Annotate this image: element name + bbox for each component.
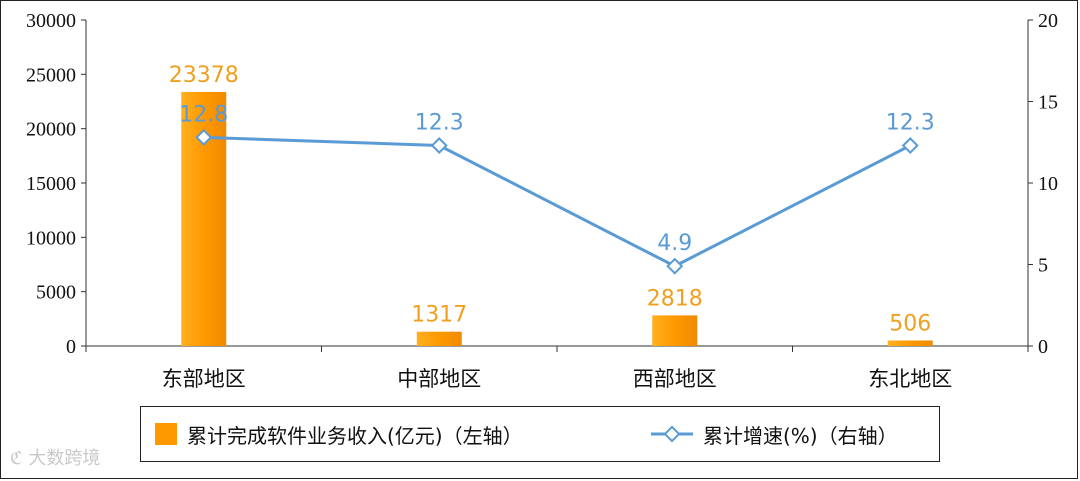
- line-point-marker: [195, 128, 213, 146]
- bar: [416, 331, 462, 346]
- right-axis-tick-label: 0: [1038, 336, 1048, 358]
- watermark-logo: ℭ 大数跨境: [10, 448, 101, 469]
- bar: [887, 340, 933, 346]
- bar-data-label: 506: [889, 312, 931, 337]
- left-axis-tick-label: 0: [66, 336, 76, 358]
- x-axis-category-label: 东北地区: [868, 367, 952, 391]
- right-axis-tick-label: 10: [1038, 173, 1058, 195]
- line-point-marker: [901, 137, 919, 154]
- left-axis-tick-label: 10000: [26, 227, 76, 249]
- legend-bar-label: 累计完成软件业务收入(亿元)（左轴）: [187, 424, 523, 448]
- x-axis-category-label: 中部地区: [397, 367, 481, 391]
- left-axis-tick-label: 25000: [26, 64, 76, 86]
- right-axis-tick-label: 20: [1038, 10, 1058, 32]
- line-data-label: 12.3: [415, 111, 464, 136]
- legend: 累计完成软件业务收入(亿元)（左轴） 累计增速(%)（右轴）: [140, 406, 940, 462]
- legend-line-symbol: [651, 425, 693, 443]
- line-point-marker: [430, 137, 448, 154]
- line-data-label: 12.8: [179, 102, 228, 127]
- right-axis-tick-label: 15: [1038, 92, 1058, 114]
- legend-bar-swatch: [155, 423, 177, 445]
- line-data-label: 12.3: [886, 111, 935, 136]
- left-axis-tick-label: 20000: [26, 119, 76, 141]
- watermark-text: 大数跨境: [28, 448, 101, 469]
- bar: [652, 315, 698, 346]
- bar-data-label: 2818: [647, 286, 703, 311]
- left-axis-tick-label: 30000: [26, 10, 76, 32]
- bar-data-label: 1317: [411, 303, 467, 328]
- x-axis-category-label: 西部地区: [633, 367, 717, 391]
- bar-data-label: 23378: [169, 63, 239, 88]
- x-axis-category-label: 东部地区: [162, 367, 246, 391]
- left-axis-tick-label: 5000: [36, 282, 76, 304]
- series-line: [203, 135, 911, 268]
- right-axis-tick-label: 5: [1038, 255, 1048, 277]
- left-axis-tick-label: 15000: [26, 173, 76, 195]
- legend-line-label: 累计增速(%)（右轴）: [703, 424, 898, 448]
- line-point-marker: [666, 257, 684, 275]
- line-data-label: 4.9: [657, 231, 692, 256]
